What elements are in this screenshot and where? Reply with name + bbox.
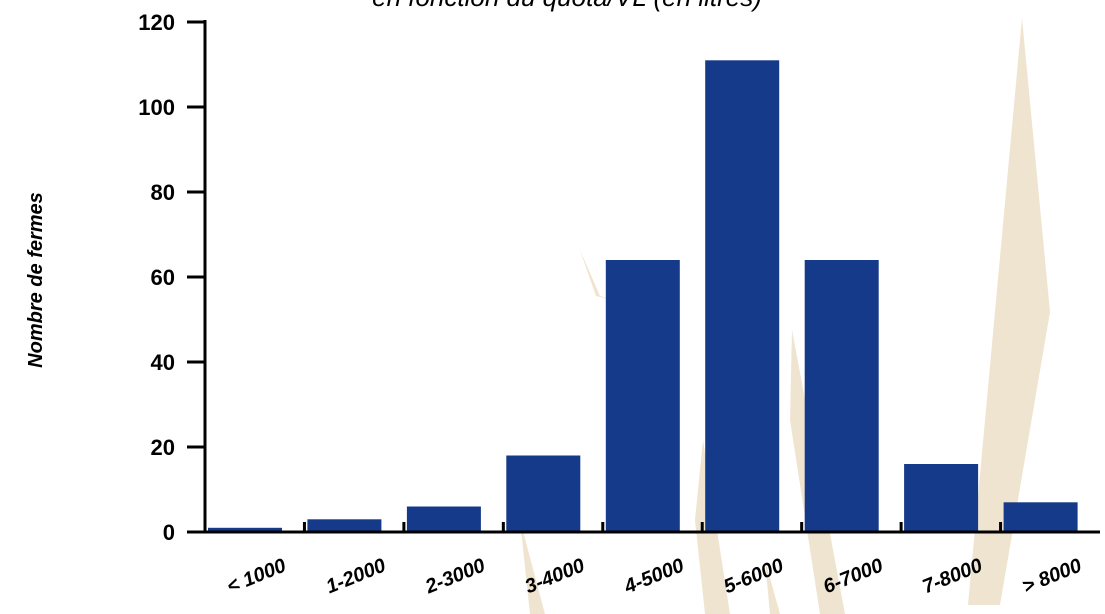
bar-9	[1003, 502, 1078, 533]
bar-4	[506, 455, 581, 532]
bar-8	[904, 464, 979, 532]
bar-2	[307, 519, 382, 533]
y-tick-label: 120	[138, 10, 175, 35]
bar-3	[406, 506, 481, 532]
x-tick-label: 3-4000	[522, 555, 588, 599]
y-tick-label: 100	[138, 95, 175, 120]
x-axis: < 1000 1-2000 2-3000 3-4000 4-5000 5-6000 6-70…	[205, 522, 1100, 599]
y-axis: 0 20 40 60 80 100 120	[138, 10, 207, 545]
bar-5	[605, 260, 680, 532]
bar-1	[208, 527, 282, 533]
x-tick-label: < 1000	[224, 555, 289, 599]
watermark-wedge-small	[765, 560, 780, 614]
watermark-letter-slash: /	[1013, 156, 1021, 186]
x-tick-label: 2-3000	[421, 555, 488, 599]
watermark-spike-right	[968, 18, 1050, 605]
y-tick-label: 0	[163, 520, 175, 545]
x-tick-label: 4-5000	[620, 555, 687, 599]
bar-6	[705, 60, 780, 533]
x-tick-label: 1-2000	[323, 555, 389, 599]
watermark-streak	[580, 250, 612, 300]
y-tick-label: 40	[151, 350, 175, 375]
y-tick-label: 80	[151, 180, 175, 205]
y-axis-label: Nombre de fermes	[25, 192, 47, 368]
y-tick-label: 60	[151, 265, 175, 290]
bar-7	[804, 260, 879, 532]
y-tick-label: 20	[151, 435, 175, 460]
x-tick-label: > 8000	[1019, 555, 1084, 599]
watermark-decoration: / b	[520, 18, 1050, 614]
chart-title: en fonction du quota/VL (en litres)	[372, 0, 762, 12]
x-tick-label: 5-6000	[721, 555, 787, 599]
watermark-letter-b: b	[1013, 246, 1027, 276]
watermark-wedge-left	[520, 520, 545, 614]
bars-group	[208, 60, 1078, 533]
